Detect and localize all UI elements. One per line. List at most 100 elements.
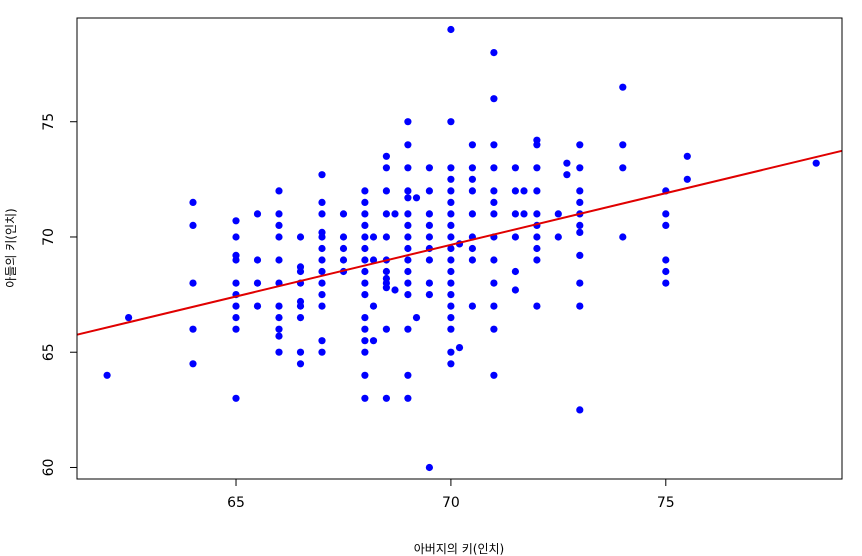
- data-point: [683, 175, 691, 183]
- y-tick-label: 65: [41, 343, 57, 361]
- data-point: [447, 348, 455, 356]
- data-point: [404, 267, 412, 276]
- data-point: [425, 256, 433, 264]
- data-point: [382, 325, 390, 333]
- data-point: [447, 25, 455, 34]
- data-point: [447, 314, 455, 322]
- data-point: [382, 187, 390, 195]
- data-point: [404, 394, 412, 402]
- data-point: [662, 221, 670, 229]
- data-point: [339, 210, 348, 218]
- data-point: [318, 210, 326, 218]
- data-point: [468, 302, 476, 310]
- data-point: [296, 348, 305, 356]
- data-point: [189, 279, 197, 287]
- data-point: [511, 233, 519, 241]
- data-point: [361, 233, 369, 241]
- data-point: [468, 141, 476, 149]
- data-point: [576, 221, 584, 229]
- data-point: [404, 187, 412, 195]
- data-point: [404, 244, 412, 253]
- data-point: [468, 187, 476, 195]
- data-point: [361, 291, 369, 299]
- data-point: [361, 394, 369, 402]
- data-point: [296, 267, 305, 276]
- data-point: [361, 210, 369, 218]
- data-point: [253, 210, 262, 218]
- data-point: [447, 267, 455, 276]
- data-point: [447, 325, 455, 333]
- data-point: [425, 221, 433, 229]
- data-point: [361, 221, 369, 229]
- regression-line: [76, 149, 843, 336]
- data-point: [576, 279, 584, 287]
- x-axis-title: 아버지의 키(인치): [414, 542, 504, 556]
- data-point: [812, 159, 820, 167]
- data-point: [520, 210, 528, 218]
- data-point: [447, 233, 455, 241]
- regression-line-layer: [76, 149, 843, 336]
- data-point: [318, 291, 326, 299]
- data-point: [361, 198, 369, 206]
- data-point: [662, 279, 670, 287]
- y-tick-label: 75: [41, 113, 57, 131]
- data-point: [391, 286, 399, 294]
- data-point: [391, 210, 399, 218]
- data-point: [382, 164, 390, 172]
- data-point: [318, 244, 326, 253]
- data-point: [103, 371, 111, 379]
- data-point: [318, 233, 326, 241]
- data-point: [447, 279, 455, 287]
- data-point: [576, 228, 584, 236]
- x-tick-label: 75: [657, 495, 675, 511]
- data-point: [619, 83, 627, 91]
- data-point: [490, 49, 498, 57]
- data-point: [296, 302, 305, 310]
- data-point: [232, 325, 240, 333]
- data-point: [533, 164, 541, 172]
- data-point: [232, 217, 240, 225]
- data-point: [232, 314, 240, 322]
- data-point: [232, 233, 240, 241]
- data-point: [232, 279, 240, 287]
- data-point: [296, 233, 305, 241]
- data-point: [533, 210, 541, 218]
- data-point: [318, 279, 326, 287]
- data-point: [275, 233, 283, 241]
- data-point: [275, 302, 283, 310]
- data-point: [619, 141, 627, 149]
- data-point: [447, 221, 455, 229]
- data-point: [490, 141, 498, 149]
- data-point: [382, 210, 390, 218]
- data-point: [425, 187, 433, 195]
- data-point: [554, 210, 562, 218]
- data-point: [189, 221, 197, 229]
- data-point: [447, 210, 455, 218]
- data-point: [468, 175, 476, 183]
- data-point: [275, 332, 283, 340]
- data-point: [318, 302, 326, 310]
- data-point: [576, 141, 584, 149]
- plot-frame: [76, 17, 843, 480]
- data-point: [189, 360, 197, 368]
- data-point: [189, 198, 197, 206]
- data-point: [447, 256, 455, 264]
- data-point: [468, 164, 476, 172]
- data-point: [361, 348, 369, 356]
- data-point: [662, 256, 670, 264]
- data-point: [404, 256, 412, 264]
- data-point: [447, 302, 455, 310]
- data-point: [232, 302, 240, 310]
- data-point: [490, 164, 498, 172]
- data-point: [412, 314, 421, 322]
- data-point: [563, 171, 571, 179]
- data-point: [404, 194, 412, 202]
- data-point: [275, 314, 283, 322]
- data-point: [318, 348, 326, 356]
- data-point: [683, 152, 691, 160]
- data-point: [404, 325, 412, 333]
- data-point: [563, 159, 571, 167]
- data-point: [404, 164, 412, 172]
- data-point: [318, 337, 326, 345]
